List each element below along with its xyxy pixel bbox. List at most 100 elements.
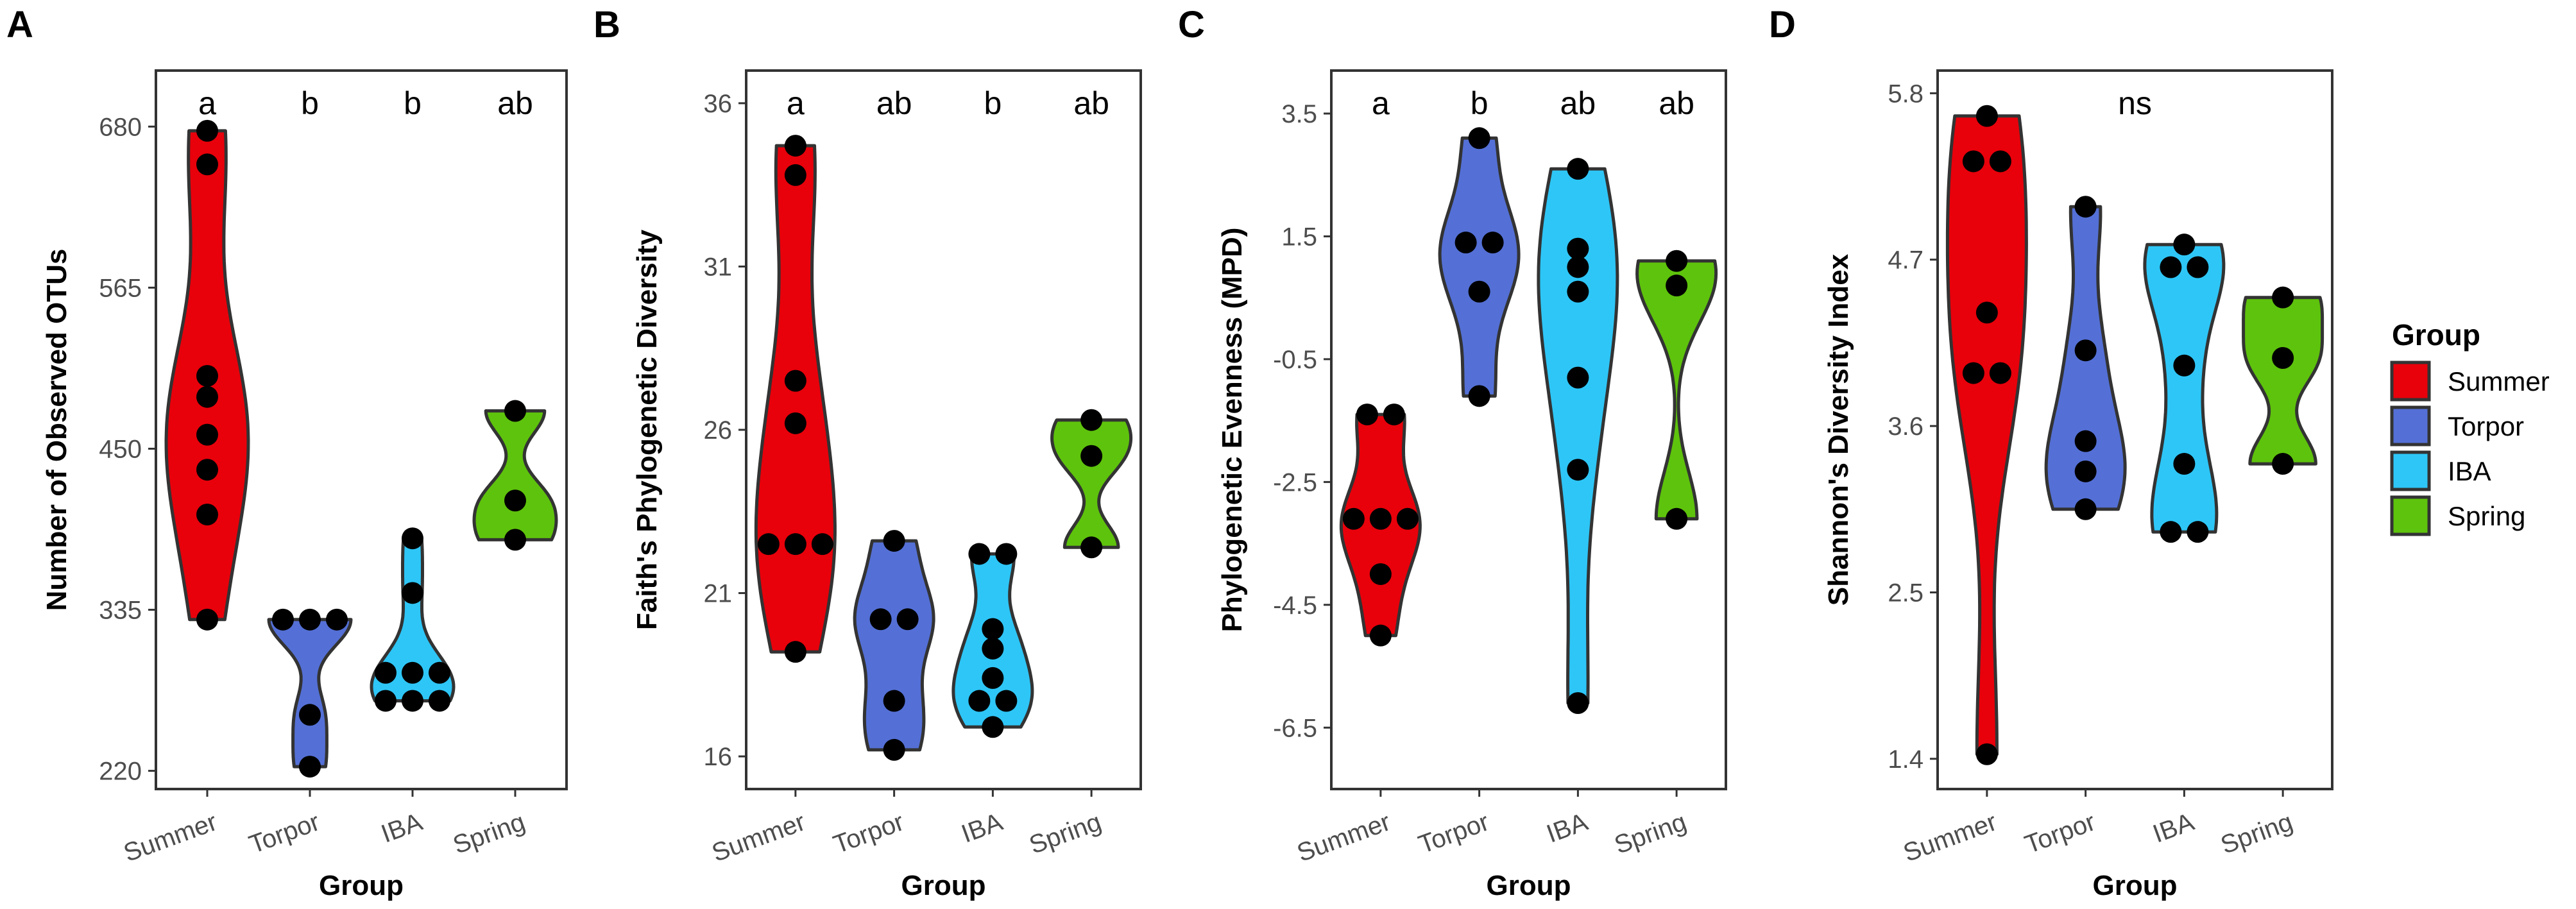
data-point [757,533,780,556]
data-point [1454,232,1477,254]
y-tick-label: 3.6 [1888,412,1923,441]
y-tick-label: 680 [99,113,142,141]
violin-iba [2143,242,2226,534]
data-point [1369,563,1392,585]
data-point [784,641,806,663]
data-point [1369,507,1392,530]
data-point [982,618,1004,640]
significance-letter: ab [1659,85,1694,121]
panel-b: 16 21 26 31 36 a ab b ab Summer Torpor IBA Spring Gro… [593,4,1142,901]
violin-spring [1050,418,1133,549]
significance-letter: b [301,85,319,121]
y-tick-label: -2.5 [1273,468,1317,497]
data-point [196,423,218,446]
data-point [1666,507,1688,530]
data-point [883,530,905,552]
legend-label-summer: Summer [2448,366,2550,396]
data-point [402,661,423,684]
data-point [1567,158,1589,180]
data-point [1989,150,2011,173]
data-point [1567,280,1589,303]
data-point [1383,404,1405,426]
legend-label-torpor: Torpor [2448,411,2524,441]
x-tick-label: Torpor [245,808,323,859]
significance-letter: ns [2118,85,2152,121]
x-tick-label: Summer [1900,808,2000,867]
panel-label: A [6,4,33,46]
y-tick-label: 335 [99,597,142,625]
data-point [1342,507,1365,530]
data-point [968,690,991,712]
panel-label: C [1178,4,1205,46]
violin-spring [2242,296,2324,466]
x-tick-label: IBA [958,808,1007,849]
data-point [1975,743,1998,765]
data-point [2074,430,2097,452]
data-point [1666,250,1688,272]
x-tick-label: Summer [708,808,809,867]
data-point [982,716,1004,738]
x-tick-label: Spring [1026,808,1105,860]
x-tick-label: Torpor [2021,808,2099,859]
significance-letter: ab [1560,85,1596,121]
data-point [869,608,892,631]
significance-letter: b [984,85,1002,121]
data-point [402,527,423,550]
data-point [299,704,321,726]
significance-letter: b [404,85,422,121]
data-point [1567,459,1589,481]
legend-title: Group [2392,318,2480,352]
y-tick-label: 2.5 [1888,579,1923,607]
data-point [299,756,321,778]
data-point [2187,256,2209,278]
y-tick-label: 450 [99,435,142,463]
data-point [375,661,397,684]
data-point [326,608,348,631]
data-point [196,386,218,408]
data-point [784,370,806,392]
data-point [982,667,1004,689]
legend-swatch-spring [2390,495,2431,536]
data-point [196,504,218,526]
y-tick-label: 565 [99,274,142,302]
data-point [196,459,218,481]
y-axis-title: Phylogenetic Evenness (MPD) [1216,228,1248,633]
y-tick-label: -0.5 [1273,346,1317,374]
data-point [982,638,1004,660]
data-point [2272,286,2294,309]
data-point [272,608,294,631]
data-point [1080,536,1103,559]
data-point [375,690,397,712]
data-point [995,543,1018,565]
data-point [1468,127,1490,149]
violin-summer [754,144,837,654]
x-tick-label: Summer [1293,808,1394,867]
x-axis-title: Group [2093,870,2178,901]
x-axis-title: Group [1487,870,1571,901]
data-point [2160,256,2182,278]
violin-summer [1945,114,2028,756]
y-tick-label: 3.5 [1281,100,1317,128]
data-point [811,533,833,556]
y-tick-label: 220 [99,758,142,786]
data-point [429,690,450,712]
y-tick-label: -4.5 [1273,591,1317,620]
data-point [2272,347,2294,369]
data-point [2272,453,2294,475]
y-tick-label: 26 [704,416,733,445]
data-point [1468,385,1490,407]
data-point [402,690,423,712]
panel-d: 1.4 2.5 3.6 4.7 5.8 ns Summer Torpor IBA Spring Gr… [1769,4,2333,901]
data-point [2074,460,2097,482]
data-point [2074,498,2097,520]
data-point [784,412,806,434]
significance-letter: ab [1073,85,1109,121]
data-point [1356,404,1378,426]
legend-swatch-torpor [2390,405,2431,446]
data-point [1975,302,1998,324]
x-axis-title: Group [901,870,986,901]
significance-letter: a [787,85,805,121]
